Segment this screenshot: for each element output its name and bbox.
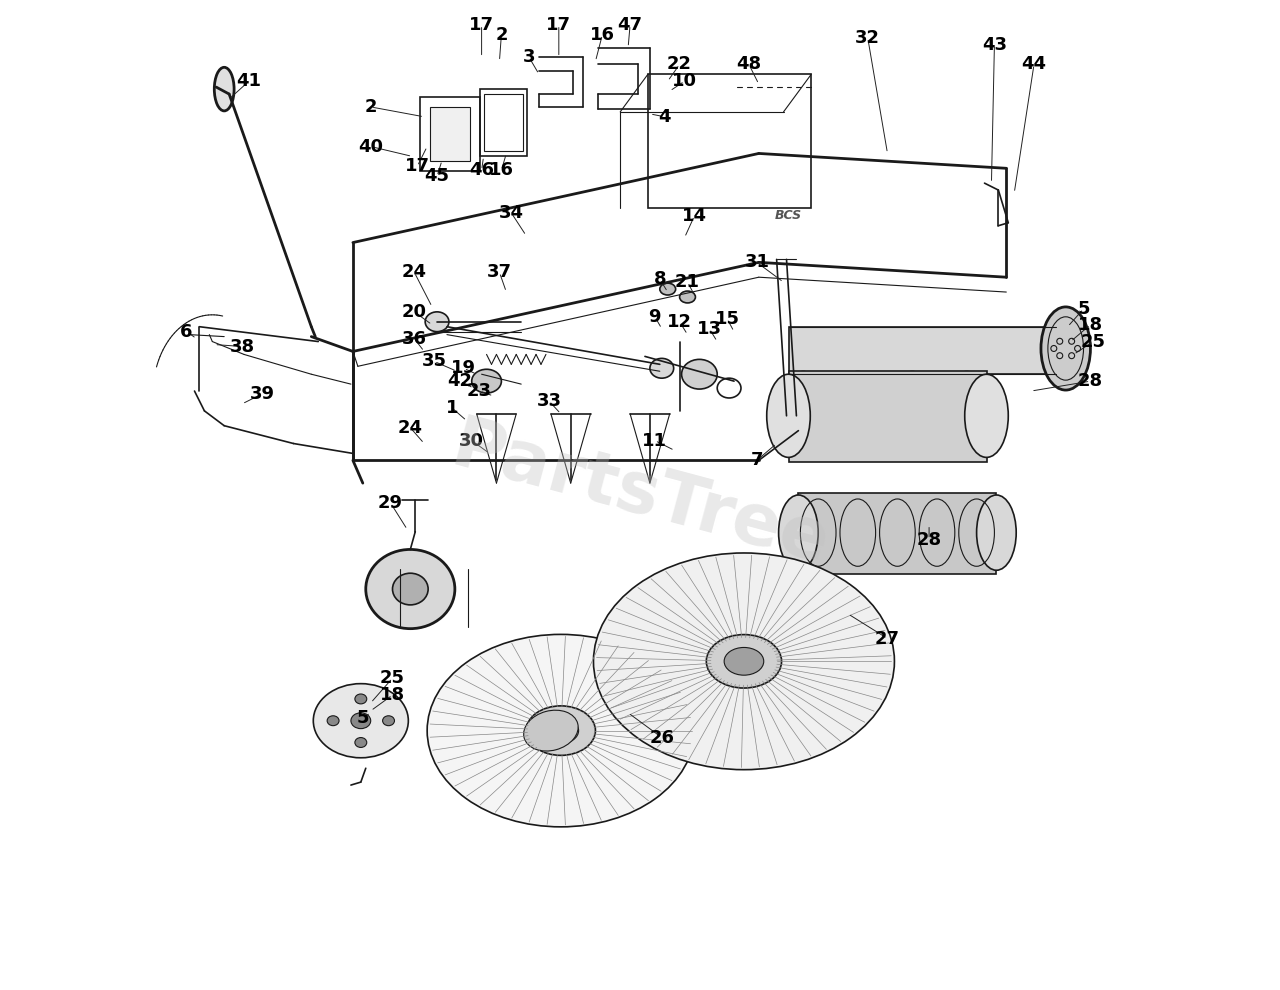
Ellipse shape <box>707 635 782 688</box>
Ellipse shape <box>680 291 695 303</box>
Ellipse shape <box>1041 307 1091 390</box>
Bar <box>430 107 470 161</box>
Ellipse shape <box>355 738 367 747</box>
Text: 2: 2 <box>365 98 378 116</box>
Text: PartsTree: PartsTree <box>444 412 836 578</box>
Text: 40: 40 <box>358 138 383 155</box>
Text: 1: 1 <box>445 399 458 417</box>
Text: 27: 27 <box>876 630 900 647</box>
Ellipse shape <box>778 371 828 460</box>
Text: 34: 34 <box>499 204 524 222</box>
Ellipse shape <box>942 371 992 460</box>
Ellipse shape <box>650 358 673 378</box>
Text: 31: 31 <box>745 253 769 271</box>
Ellipse shape <box>543 718 579 743</box>
Text: 18: 18 <box>1078 316 1103 334</box>
Text: 29: 29 <box>378 494 403 512</box>
Text: 3: 3 <box>522 49 535 66</box>
Ellipse shape <box>214 67 234 111</box>
Text: 25: 25 <box>380 669 404 687</box>
Text: 14: 14 <box>682 207 707 225</box>
Text: 12: 12 <box>667 313 692 331</box>
Ellipse shape <box>425 312 449 332</box>
Ellipse shape <box>428 635 695 827</box>
Bar <box>420 97 480 171</box>
Text: 17: 17 <box>547 16 571 34</box>
Text: 16: 16 <box>590 26 614 44</box>
Text: 46: 46 <box>468 161 494 179</box>
Text: 15: 15 <box>714 310 740 328</box>
Text: 16: 16 <box>489 161 513 179</box>
Ellipse shape <box>328 716 339 726</box>
Text: 37: 37 <box>486 263 512 281</box>
Text: 26: 26 <box>649 729 675 746</box>
Text: 18: 18 <box>380 686 404 704</box>
Text: 47: 47 <box>617 16 643 34</box>
Bar <box>484 94 524 151</box>
Ellipse shape <box>887 371 937 460</box>
Ellipse shape <box>366 549 454 629</box>
Bar <box>788 371 987 462</box>
Text: 33: 33 <box>536 392 562 410</box>
Bar <box>648 74 812 208</box>
Text: 38: 38 <box>229 338 255 355</box>
Text: 13: 13 <box>696 320 722 338</box>
Ellipse shape <box>314 684 408 757</box>
Text: 28: 28 <box>1078 372 1103 390</box>
Text: 24: 24 <box>398 419 422 437</box>
Text: 45: 45 <box>425 167 449 185</box>
Ellipse shape <box>393 573 428 605</box>
Text: 48: 48 <box>736 55 762 73</box>
Bar <box>788 327 1056 374</box>
Text: 7: 7 <box>750 451 763 469</box>
Text: 30: 30 <box>460 432 484 449</box>
Text: 25: 25 <box>1080 333 1106 350</box>
Text: 43: 43 <box>982 36 1007 53</box>
Text: 17: 17 <box>404 157 430 175</box>
Text: 9: 9 <box>649 308 660 326</box>
Ellipse shape <box>594 553 895 769</box>
Text: 21: 21 <box>675 273 700 291</box>
Ellipse shape <box>778 495 818 570</box>
Text: 20: 20 <box>402 303 426 321</box>
Text: 4: 4 <box>658 108 671 126</box>
Ellipse shape <box>965 374 1009 457</box>
Ellipse shape <box>833 371 882 460</box>
Bar <box>799 493 996 574</box>
Ellipse shape <box>659 283 676 295</box>
Ellipse shape <box>526 706 595 755</box>
Text: 39: 39 <box>250 385 274 403</box>
Ellipse shape <box>524 710 579 751</box>
Ellipse shape <box>977 495 1016 570</box>
Text: 28: 28 <box>916 531 942 548</box>
Text: 10: 10 <box>672 72 698 90</box>
Text: 6: 6 <box>180 323 193 341</box>
Ellipse shape <box>355 694 367 704</box>
Text: 41: 41 <box>237 72 261 90</box>
Text: 24: 24 <box>402 263 426 281</box>
Text: 2: 2 <box>495 26 508 44</box>
Text: 32: 32 <box>855 29 881 47</box>
Text: 5: 5 <box>357 709 369 727</box>
Text: 19: 19 <box>452 359 476 377</box>
Text: 22: 22 <box>667 55 692 73</box>
Text: 11: 11 <box>643 432 667 449</box>
Ellipse shape <box>767 374 810 457</box>
Text: BCS: BCS <box>774 209 803 223</box>
Bar <box>480 89 527 156</box>
Text: 44: 44 <box>1021 55 1047 73</box>
Text: 8: 8 <box>654 270 666 288</box>
Text: 36: 36 <box>402 330 426 347</box>
Text: 23: 23 <box>467 382 492 400</box>
Text: 42: 42 <box>447 372 472 390</box>
Text: 5: 5 <box>1078 300 1089 318</box>
Ellipse shape <box>681 359 717 389</box>
Ellipse shape <box>383 716 394 726</box>
Text: 17: 17 <box>468 16 494 34</box>
Text: 35: 35 <box>421 352 447 370</box>
Ellipse shape <box>351 713 371 729</box>
Ellipse shape <box>724 647 764 675</box>
Ellipse shape <box>472 369 502 393</box>
